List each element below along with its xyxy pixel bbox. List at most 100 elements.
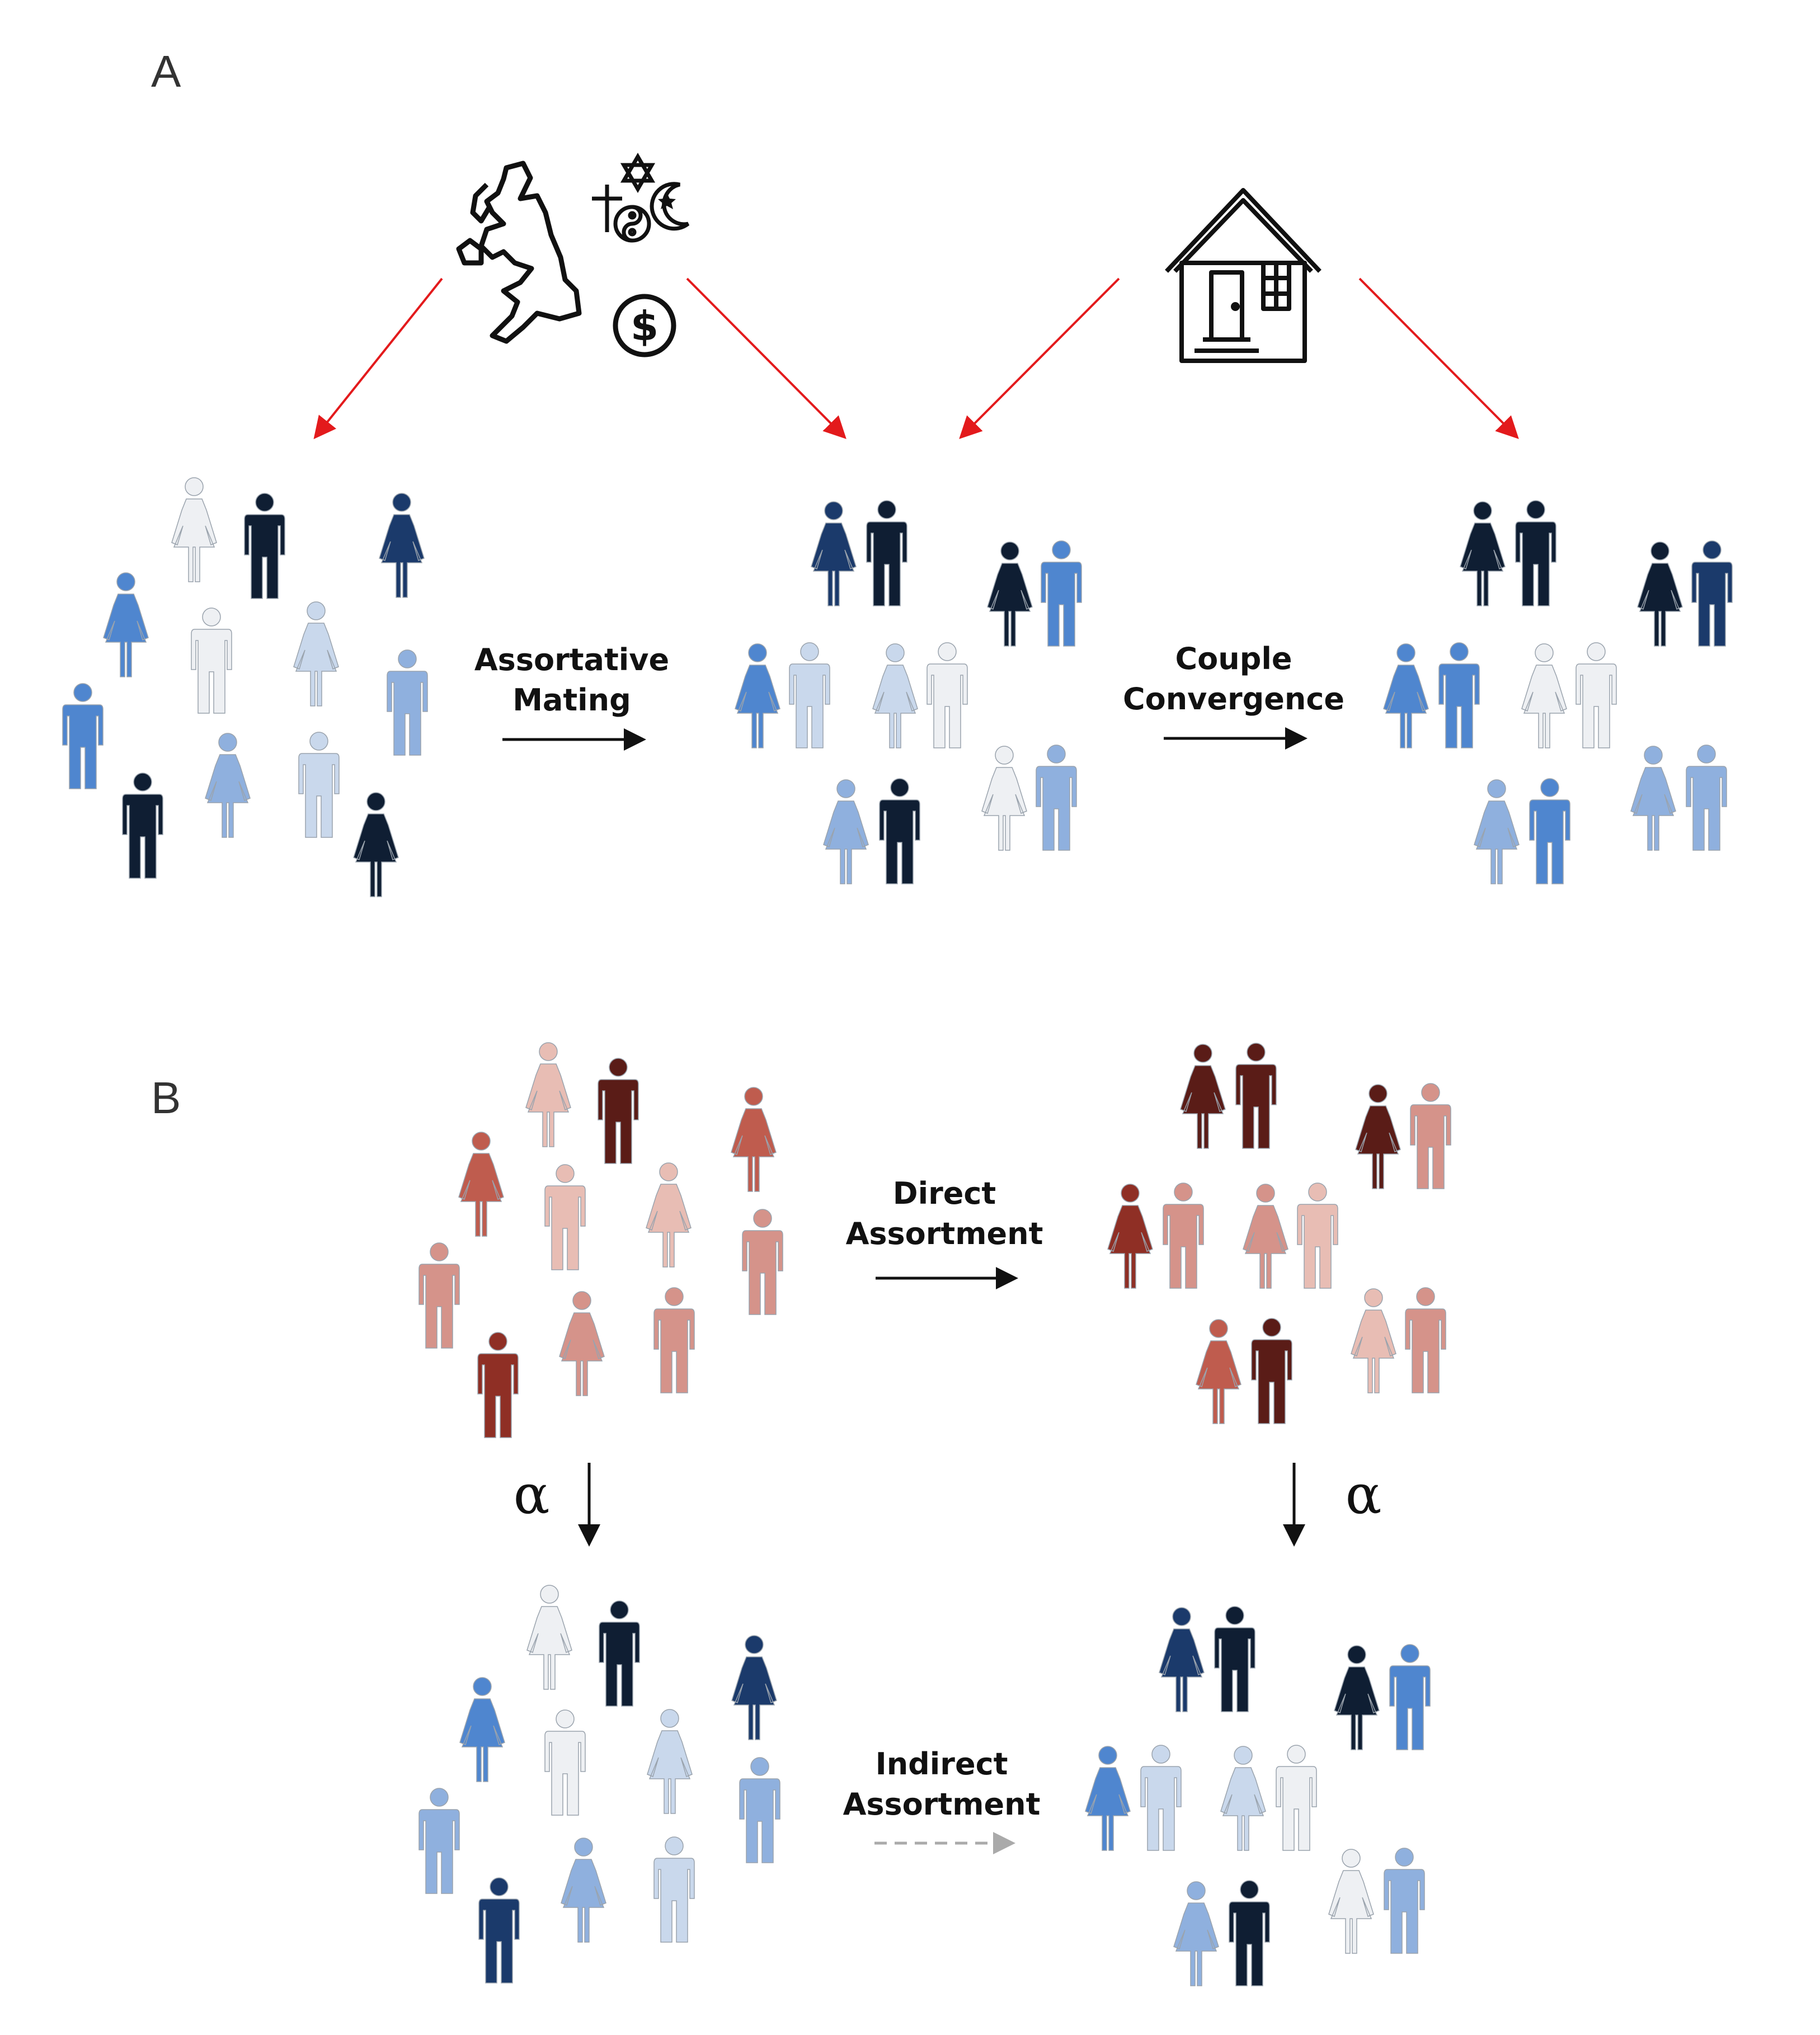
female-person-icon [379, 493, 425, 598]
female-person-icon [293, 601, 339, 706]
male-person-icon [879, 778, 920, 884]
male-person-icon [927, 642, 968, 748]
female-person-icon [1383, 643, 1429, 748]
dollar-icon: $ [613, 294, 676, 357]
couple-label-line2: Convergence [1123, 681, 1344, 717]
male-person-icon [1691, 540, 1733, 647]
male-person-icon [1529, 778, 1570, 884]
crowd-b-indirect-mated [1085, 1606, 1431, 1986]
assortative-label-line1: Assortative [474, 642, 669, 677]
female-person-icon [1085, 1746, 1131, 1851]
female-person-icon [987, 541, 1033, 647]
male-person-icon [418, 1242, 460, 1349]
male-person-icon [598, 1058, 639, 1164]
male-person-icon [1036, 745, 1077, 851]
male-person-icon [544, 1164, 586, 1270]
female-person-icon [1474, 779, 1520, 884]
female-person-icon [1351, 1288, 1396, 1393]
female-person-icon [735, 643, 780, 748]
female-person-icon [823, 779, 869, 884]
crowd-b-random [418, 1042, 783, 1438]
male-person-icon [62, 683, 104, 789]
female-person-icon [559, 1291, 605, 1396]
female-person-icon [561, 1838, 606, 1943]
female-person-icon [1220, 1746, 1266, 1851]
red-arrows [313, 277, 1519, 440]
female-person-icon [353, 792, 399, 897]
male-person-icon [742, 1209, 783, 1315]
svg-text:$: $ [631, 303, 659, 350]
female-person-icon [647, 1709, 693, 1814]
male-person-icon [387, 649, 428, 756]
crowd-a-converged [1383, 500, 1733, 884]
direct-label-line1: Direct [893, 1176, 996, 1211]
male-person-icon [1214, 1606, 1255, 1712]
crowd-a-mated [735, 500, 1082, 884]
male-person-icon [1389, 1644, 1431, 1750]
red-arrow-4 [1358, 277, 1519, 439]
female-person-icon [103, 572, 149, 677]
religion-symbols-icon [592, 153, 690, 243]
assortative-label-line2: Mating [512, 682, 631, 718]
male-person-icon [244, 493, 285, 599]
uk-map-icon [456, 161, 582, 344]
alpha-label-left: α [514, 1463, 550, 1526]
male-person-icon [1297, 1183, 1338, 1289]
male-person-icon [1235, 1043, 1277, 1149]
female-person-icon [1180, 1044, 1226, 1149]
male-person-icon [789, 642, 830, 748]
male-person-icon [1686, 745, 1727, 851]
female-person-icon [981, 746, 1027, 851]
male-person-icon [653, 1836, 695, 1943]
male-person-icon [478, 1877, 520, 1984]
male-person-icon [418, 1788, 460, 1894]
female-person-icon [458, 1132, 504, 1237]
female-person-icon [1630, 746, 1676, 851]
male-person-icon [122, 772, 163, 879]
female-person-icon [731, 1087, 777, 1192]
male-person-icon [477, 1332, 519, 1438]
direct-label-line2: Assortment [846, 1216, 1043, 1251]
female-person-icon [731, 1635, 777, 1740]
panel-a-letter: A [151, 46, 181, 96]
female-person-icon [1460, 501, 1506, 606]
male-person-icon [1576, 642, 1617, 748]
couple-label-line1: Couple [1175, 641, 1292, 676]
female-person-icon [526, 1585, 572, 1690]
house-icon [1165, 188, 1322, 363]
male-person-icon [1163, 1183, 1204, 1289]
indirect-label-line1: Indirect [876, 1746, 1008, 1782]
male-person-icon [1384, 1848, 1425, 1954]
male-person-icon [1229, 1880, 1270, 1986]
indirect-label-line2: Assortment [843, 1787, 1041, 1822]
red-arrow-1 [313, 277, 443, 440]
male-person-icon [653, 1287, 695, 1393]
male-person-icon [298, 732, 340, 838]
male-person-icon [191, 607, 232, 714]
female-person-icon [205, 733, 251, 838]
female-person-icon [1521, 643, 1567, 748]
female-person-icon [646, 1162, 692, 1268]
male-person-icon [1140, 1745, 1182, 1851]
male-person-icon [544, 1709, 586, 1816]
female-person-icon [1243, 1184, 1288, 1289]
female-person-icon [525, 1042, 571, 1147]
female-person-icon [872, 643, 918, 748]
crowd-b-indirect-random [418, 1585, 780, 1984]
male-person-icon [866, 500, 907, 606]
crowd-a-random [62, 477, 428, 897]
crowd-b-mated [1107, 1043, 1451, 1424]
male-person-icon [739, 1757, 780, 1863]
red-arrow-2 [686, 277, 846, 439]
male-person-icon [1410, 1083, 1451, 1189]
male-person-icon [1438, 642, 1480, 748]
male-person-icon [1515, 500, 1556, 606]
alpha-label-right: α [1346, 1463, 1382, 1526]
female-person-icon [1355, 1084, 1401, 1189]
panel-b-letter: B [151, 1073, 181, 1123]
female-person-icon [1196, 1319, 1241, 1424]
female-person-icon [1328, 1849, 1374, 1954]
male-person-icon [1251, 1318, 1292, 1424]
female-person-icon [1107, 1184, 1153, 1289]
